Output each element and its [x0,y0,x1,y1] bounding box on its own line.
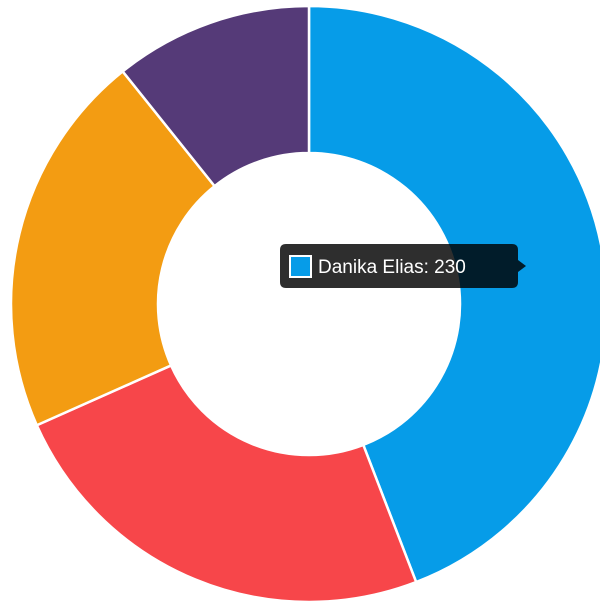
tooltip-text: Danika Elias: 230 [318,257,466,278]
slice[interactable] [120,4,311,188]
tooltip-swatch [289,255,312,278]
tooltip-box [280,244,526,288]
slice[interactable] [35,363,418,604]
slice[interactable] [307,4,600,584]
slices [9,4,600,604]
tooltip: Danika Elias: 230 [280,244,526,288]
slice[interactable] [9,69,217,427]
